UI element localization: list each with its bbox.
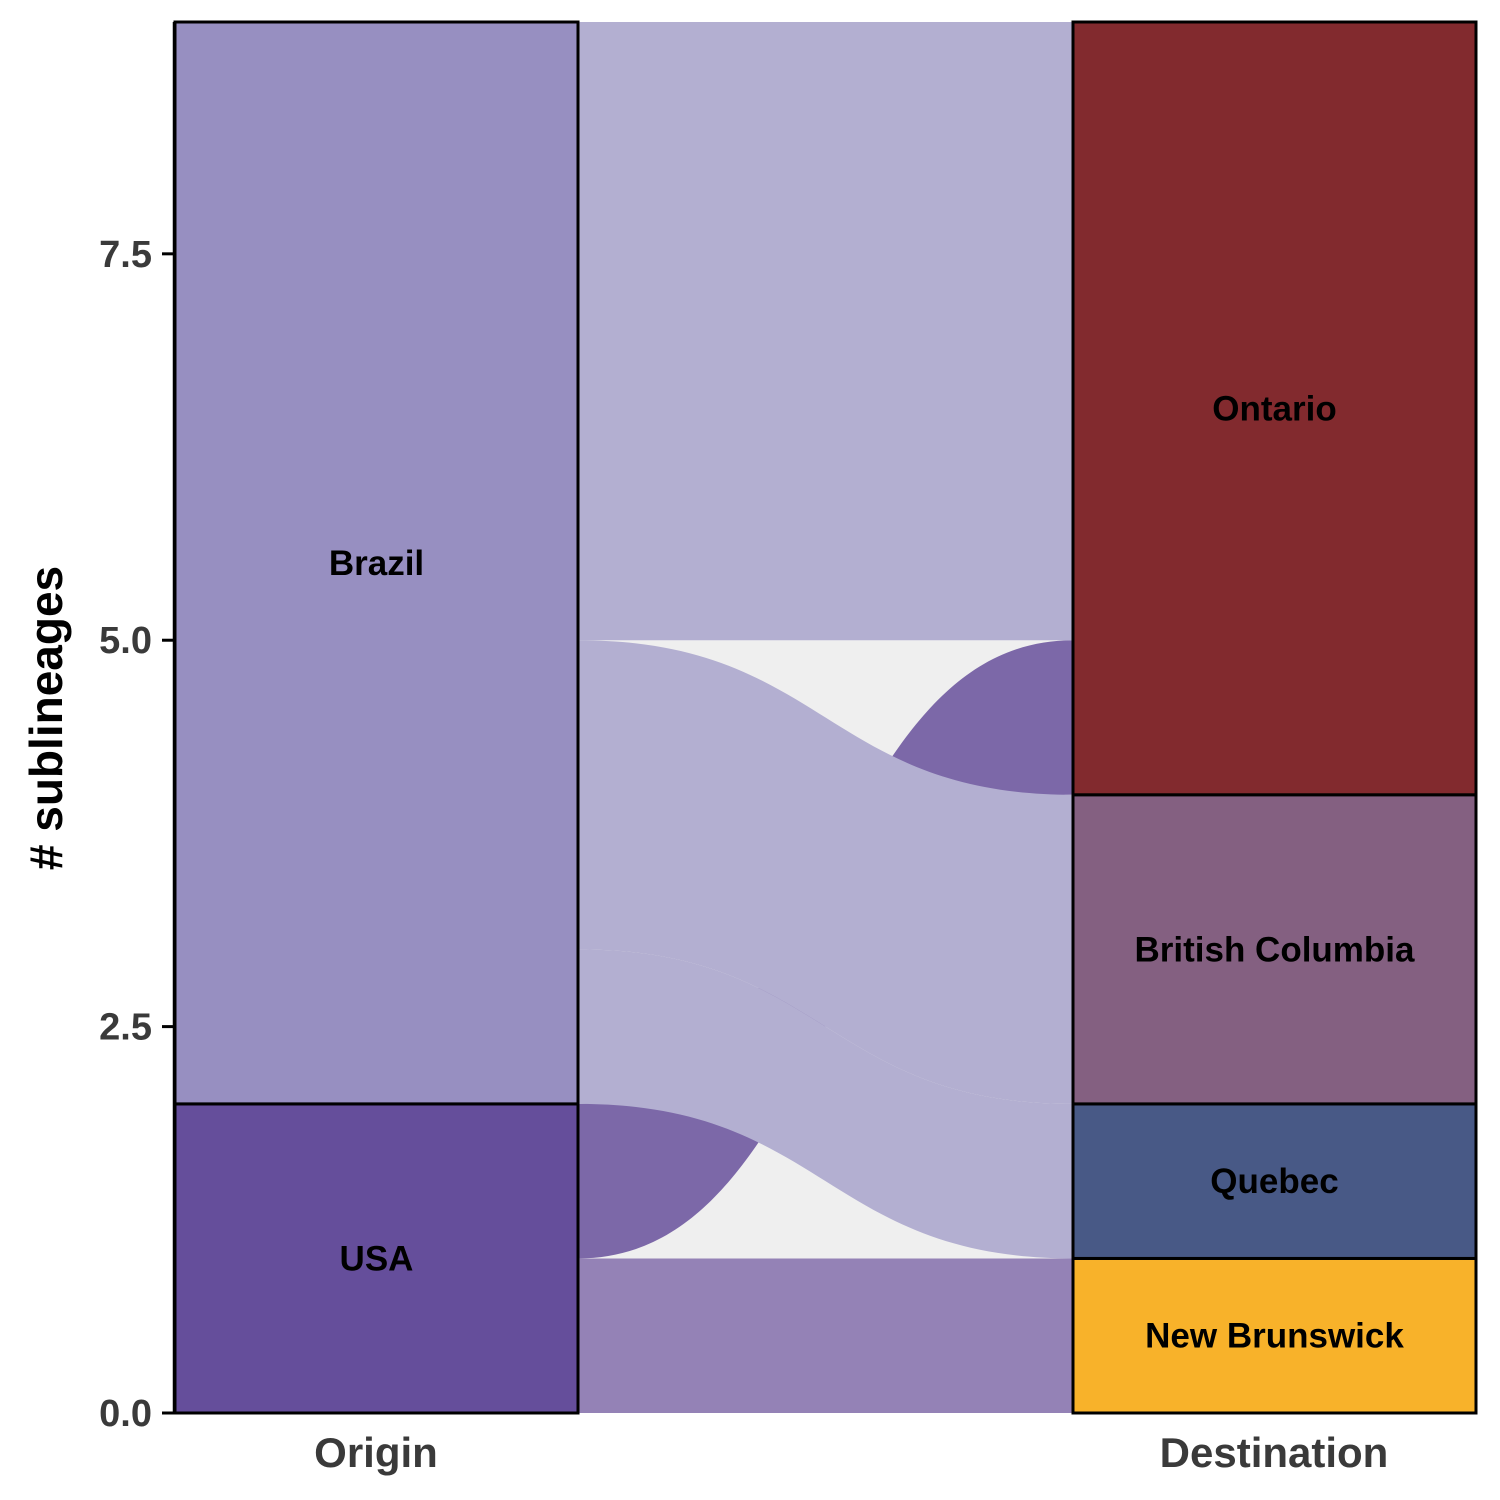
origin-stratum-label: USA	[340, 1239, 414, 1278]
x-label-destination: Destination	[1160, 1429, 1389, 1476]
y-tick-label: 5.0	[99, 620, 152, 662]
flows-layer	[578, 22, 1073, 1413]
y-tick-label: 7.5	[99, 234, 152, 276]
destination-stratum-new-brunswick	[1071, 1256, 1478, 1415]
destination-stratum-ontario	[1071, 20, 1478, 797]
flow-brazil-to-ontario	[578, 22, 1073, 641]
flow-brazil-to-quebec	[578, 949, 1073, 1259]
x-label-origin: Origin	[314, 1429, 438, 1476]
destination-stratum-british-columbia	[1071, 793, 1478, 1106]
destination-stratum-label: British Columbia	[1134, 930, 1415, 969]
destination-stratum-quebec	[1071, 1102, 1478, 1260]
y-axis: 0.0 2.5 5.0 7.5	[99, 22, 176, 1435]
destination-stratum-label: Ontario	[1212, 389, 1336, 428]
y-axis-title: # sublineages	[20, 566, 72, 870]
origin-stratum-brazil	[173, 20, 580, 1106]
origin-stratum-label: Brazil	[329, 544, 424, 583]
y-tick-label: 0.0	[99, 1393, 152, 1435]
strata-layer: USA Brazil New Brunswick Quebec British Colu…	[173, 20, 1478, 1415]
flow-brazil-to-british-columbia	[578, 640, 1073, 1104]
destination-stratum-label: Quebec	[1210, 1162, 1338, 1201]
destination-stratum-label: New Brunswick	[1145, 1317, 1404, 1356]
flow-usa-to-new-brunswick	[578, 1258, 1073, 1413]
y-tick-label: 2.5	[99, 1007, 152, 1049]
